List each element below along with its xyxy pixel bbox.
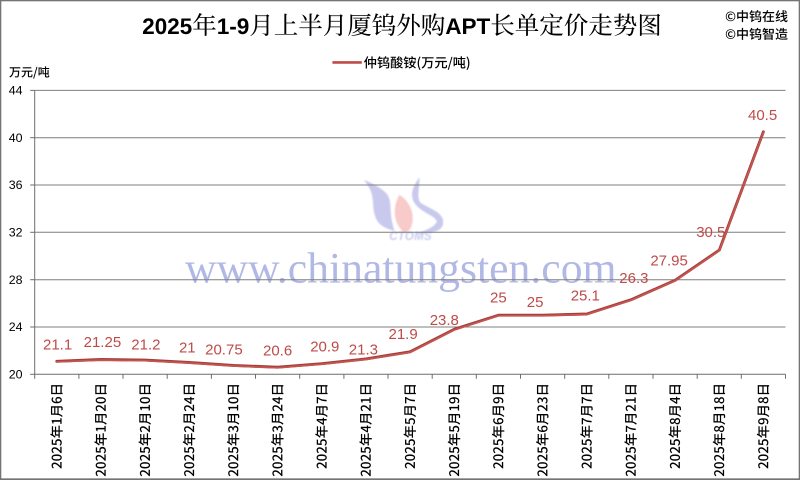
- svg-text:21.3: 21.3: [349, 342, 378, 359]
- svg-text:36: 36: [9, 178, 23, 192]
- svg-text:30.5: 30.5: [696, 224, 725, 241]
- svg-text:20.75: 20.75: [205, 342, 243, 359]
- svg-text:28: 28: [9, 273, 23, 287]
- svg-text:25.1: 25.1: [571, 288, 600, 305]
- svg-text:25: 25: [527, 294, 544, 311]
- svg-text:21.9: 21.9: [388, 326, 417, 343]
- svg-text:44: 44: [9, 84, 23, 98]
- svg-text:21.25: 21.25: [84, 334, 122, 351]
- svg-text:20.6: 20.6: [263, 343, 292, 360]
- svg-text:32: 32: [9, 225, 23, 239]
- svg-text:26.3: 26.3: [619, 270, 648, 287]
- svg-text:www.chinatungsten.com: www.chinatungsten.com: [185, 245, 617, 293]
- svg-text:CTOMS: CTOMS: [389, 231, 432, 243]
- svg-text:25: 25: [490, 290, 507, 307]
- svg-text:40.5: 40.5: [748, 107, 777, 124]
- svg-text:23.8: 23.8: [430, 312, 459, 329]
- svg-text:20: 20: [9, 367, 23, 381]
- svg-text:21.2: 21.2: [131, 337, 160, 354]
- svg-text:27.95: 27.95: [650, 253, 688, 270]
- svg-text:40: 40: [9, 131, 23, 145]
- svg-text:21.1: 21.1: [43, 337, 72, 354]
- svg-text:21: 21: [179, 340, 196, 357]
- svg-text:20.9: 20.9: [310, 339, 339, 356]
- svg-text:24: 24: [9, 320, 23, 334]
